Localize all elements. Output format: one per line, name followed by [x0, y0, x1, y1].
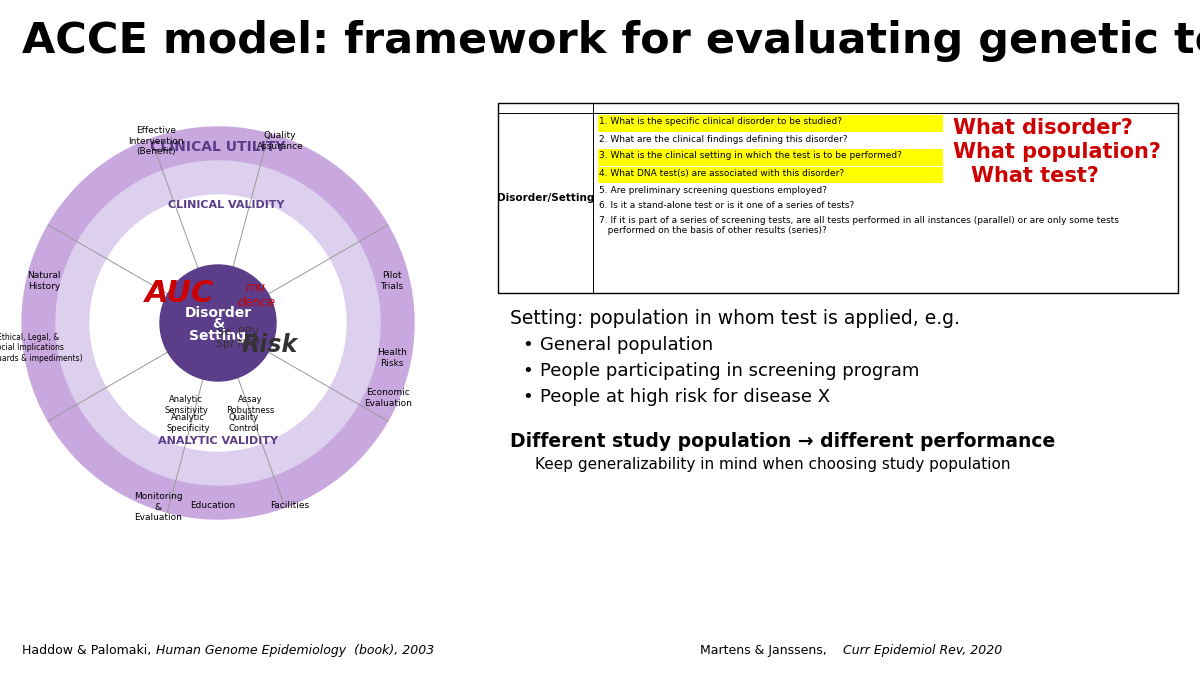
FancyBboxPatch shape — [498, 103, 1178, 293]
Text: Pilot
Trials: Pilot Trials — [380, 271, 403, 291]
FancyBboxPatch shape — [598, 115, 943, 132]
Text: Education: Education — [191, 500, 235, 510]
Text: Setting: Setting — [190, 329, 246, 343]
Text: Economic
Evaluation: Economic Evaluation — [364, 388, 412, 408]
Text: Martens & Janssens,: Martens & Janssens, — [700, 644, 830, 657]
Text: &: & — [212, 317, 224, 331]
Circle shape — [160, 265, 276, 381]
Text: ANALYTIC VALIDITY: ANALYTIC VALIDITY — [158, 436, 278, 446]
Text: •: • — [522, 388, 533, 406]
Text: Monitoring
&
Evaluation: Monitoring & Evaluation — [133, 492, 182, 522]
Text: Ethical, Legal, &
Social Implications
(safeguards & impediments): Ethical, Legal, & Social Implications (s… — [0, 333, 83, 363]
Text: What disorder?: What disorder? — [953, 118, 1133, 138]
Text: 7. If it is part of a series of screening tests, are all tests performed in all : 7. If it is part of a series of screenin… — [599, 216, 1118, 236]
Text: 2. What are the clinical findings defining this disorder?: 2. What are the clinical findings defini… — [599, 135, 847, 144]
Text: What test?: What test? — [971, 166, 1099, 186]
Text: 6. Is it a stand-alone test or is it one of a series of tests?: 6. Is it a stand-alone test or is it one… — [599, 201, 854, 210]
Text: 1. What is the specific clinical disorder to be studied?: 1. What is the specific clinical disorde… — [599, 117, 842, 126]
Circle shape — [90, 195, 346, 451]
Text: Effective
Intervention
(Benefit): Effective Intervention (Benefit) — [128, 126, 184, 156]
Circle shape — [22, 127, 414, 519]
Text: 3. What is the clinical setting in which the test is to be performed?: 3. What is the clinical setting in which… — [599, 151, 902, 160]
Text: AUC: AUC — [145, 279, 215, 308]
Text: What population?: What population? — [953, 142, 1160, 162]
Text: mu
dence: mu dence — [236, 281, 275, 309]
Text: Keep generalizability in mind when choosing study population: Keep generalizability in mind when choos… — [535, 457, 1010, 472]
Text: People at high risk for disease X: People at high risk for disease X — [540, 388, 830, 406]
Text: Analytic
Sensitivity: Analytic Sensitivity — [164, 396, 208, 414]
Text: CLINICAL UTILITY: CLINICAL UTILITY — [150, 140, 286, 154]
Text: Haddow & Palomaki,: Haddow & Palomaki, — [22, 644, 155, 657]
Text: General population: General population — [540, 336, 713, 354]
Text: Se  PPV
Sp/ NPV: Se PPV Sp/ NPV — [216, 327, 260, 349]
Text: Assay
Robustness: Assay Robustness — [226, 396, 274, 414]
Circle shape — [56, 161, 380, 485]
Text: Disorder: Disorder — [185, 306, 252, 320]
Text: Human Genome Epidemiology  (book), 2003: Human Genome Epidemiology (book), 2003 — [156, 644, 434, 657]
Text: 4. What DNA test(s) are associated with this disorder?: 4. What DNA test(s) are associated with … — [599, 169, 844, 178]
Text: Curr Epidemiol Rev, 2020: Curr Epidemiol Rev, 2020 — [842, 644, 1002, 657]
Text: Natural
History: Natural History — [28, 271, 61, 291]
Text: Analytic
Specificity: Analytic Specificity — [167, 413, 210, 433]
Text: Health
Risks: Health Risks — [377, 348, 407, 368]
Text: Facilities: Facilities — [270, 500, 310, 510]
Text: ACCE model: framework for evaluating genetic tests: ACCE model: framework for evaluating gen… — [22, 20, 1200, 62]
Text: Disorder/Setting: Disorder/Setting — [497, 193, 594, 203]
FancyBboxPatch shape — [598, 167, 943, 183]
Text: Risk: Risk — [242, 333, 298, 357]
Text: Quality
Control: Quality Control — [229, 413, 259, 433]
Text: Different study population → different performance: Different study population → different p… — [510, 432, 1055, 451]
Text: 5. Are preliminary screening questions employed?: 5. Are preliminary screening questions e… — [599, 186, 827, 195]
Text: Quality
Assurance: Quality Assurance — [257, 132, 304, 151]
Text: •: • — [522, 362, 533, 380]
Text: •: • — [522, 336, 533, 354]
Text: Setting: population in whom test is applied, e.g.: Setting: population in whom test is appl… — [510, 309, 960, 328]
Text: People participating in screening program: People participating in screening progra… — [540, 362, 919, 380]
FancyBboxPatch shape — [598, 149, 943, 166]
Text: CLINICAL VALIDITY: CLINICAL VALIDITY — [168, 200, 284, 210]
